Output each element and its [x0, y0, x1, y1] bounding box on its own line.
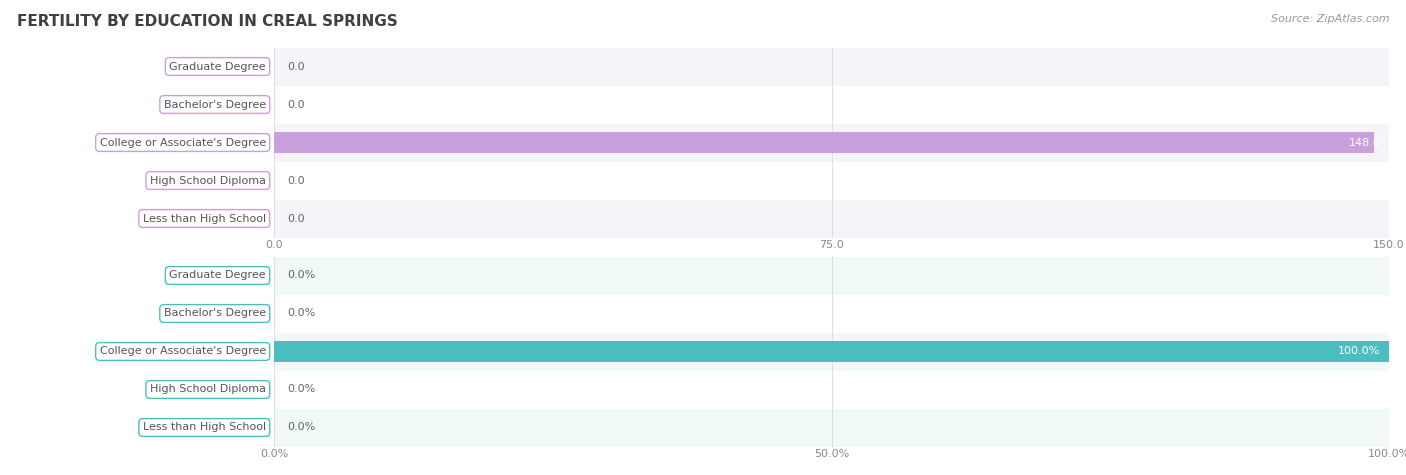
Text: High School Diploma: High School Diploma [150, 384, 266, 395]
Text: 0.0%: 0.0% [288, 308, 316, 319]
Bar [274, 162, 1389, 199]
Text: 0.0%: 0.0% [288, 422, 316, 433]
Bar [274, 332, 1389, 371]
Text: 0.0: 0.0 [288, 213, 305, 224]
Text: College or Associate's Degree: College or Associate's Degree [100, 346, 266, 357]
Text: 0.0: 0.0 [288, 99, 305, 110]
Text: High School Diploma: High School Diploma [150, 175, 266, 186]
Text: 100.0%: 100.0% [1339, 346, 1381, 357]
Text: 0.0: 0.0 [288, 61, 305, 72]
Bar [274, 341, 1389, 362]
Text: Source: ZipAtlas.com: Source: ZipAtlas.com [1271, 14, 1389, 24]
Text: Bachelor's Degree: Bachelor's Degree [163, 308, 266, 319]
Text: Graduate Degree: Graduate Degree [169, 61, 266, 72]
Bar [274, 48, 1389, 86]
Bar [274, 124, 1389, 162]
Bar [274, 370, 1389, 408]
Bar [274, 408, 1389, 446]
Bar [274, 132, 1374, 153]
Bar [274, 86, 1389, 124]
Bar [274, 256, 1389, 294]
Text: 0.0%: 0.0% [288, 384, 316, 395]
Text: College or Associate's Degree: College or Associate's Degree [100, 137, 266, 148]
Bar [274, 294, 1389, 332]
Text: Graduate Degree: Graduate Degree [169, 270, 266, 281]
Text: 0.0%: 0.0% [288, 270, 316, 281]
Text: FERTILITY BY EDUCATION IN CREAL SPRINGS: FERTILITY BY EDUCATION IN CREAL SPRINGS [17, 14, 398, 29]
Bar [274, 200, 1389, 238]
Text: Less than High School: Less than High School [143, 422, 266, 433]
Text: 0.0: 0.0 [288, 175, 305, 186]
Text: Less than High School: Less than High School [143, 213, 266, 224]
Text: Bachelor's Degree: Bachelor's Degree [163, 99, 266, 110]
Text: 148.0: 148.0 [1348, 137, 1381, 148]
